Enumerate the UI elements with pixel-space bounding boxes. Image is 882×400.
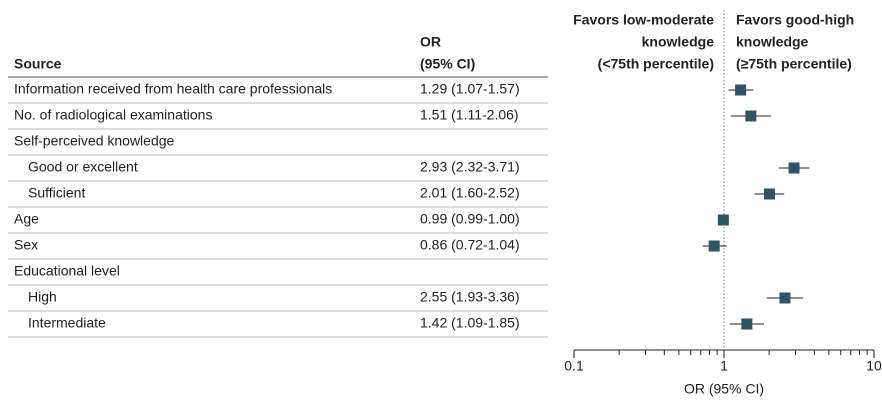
or-label: 1.42 (1.09-1.85) (420, 315, 520, 331)
or-marker (735, 84, 747, 96)
or-marker (788, 162, 800, 174)
or-label: 1.29 (1.07-1.57) (420, 81, 520, 97)
row-label: Age (14, 211, 39, 227)
favor-header: Favors low-moderate (573, 12, 714, 28)
row-label: Good or excellent (28, 159, 138, 175)
favor-header: Favors good-high (736, 12, 854, 28)
row-label: Sufficient (28, 185, 85, 201)
or-label: 2.55 (1.93-3.36) (420, 289, 520, 305)
or-marker (717, 214, 729, 226)
or-label: 0.86 (0.72-1.04) (420, 237, 520, 253)
or-marker (708, 240, 720, 252)
column-header: (95% CI) (420, 56, 475, 72)
favor-header: knowledge (736, 34, 809, 50)
column-header: OR (420, 34, 441, 50)
row-label: Sex (14, 237, 38, 253)
row-label: Information received from health care pr… (14, 81, 332, 97)
x-tick-label: 10 (866, 358, 882, 374)
or-marker (779, 292, 791, 304)
or-label: 1.51 (1.11-2.06) (420, 107, 519, 123)
x-tick-label: 0.1 (564, 358, 584, 374)
or-label: 2.93 (2.32-3.71) (420, 159, 520, 175)
row-label: Self-perceived knowledge (14, 133, 175, 149)
or-label: 0.99 (0.99-1.00) (420, 211, 520, 227)
row-label: High (28, 289, 57, 305)
row-label: Intermediate (28, 315, 106, 331)
column-header: Source (14, 56, 62, 72)
x-tick-label: 1 (720, 358, 728, 374)
or-marker (745, 110, 757, 122)
or-marker (763, 188, 775, 200)
favor-header: (<75th percentile) (598, 56, 714, 72)
or-marker (741, 318, 753, 330)
favor-header: (≥75th percentile) (736, 56, 852, 72)
or-label: 2.01 (1.60-2.52) (420, 185, 520, 201)
x-axis-label: OR (95% CI) (684, 381, 764, 397)
favor-header: knowledge (642, 34, 715, 50)
row-label: No. of radiological examinations (14, 107, 212, 123)
row-label: Educational level (14, 263, 120, 279)
